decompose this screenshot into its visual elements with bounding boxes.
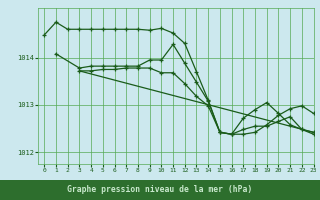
Text: Graphe pression niveau de la mer (hPa): Graphe pression niveau de la mer (hPa) bbox=[68, 186, 252, 194]
